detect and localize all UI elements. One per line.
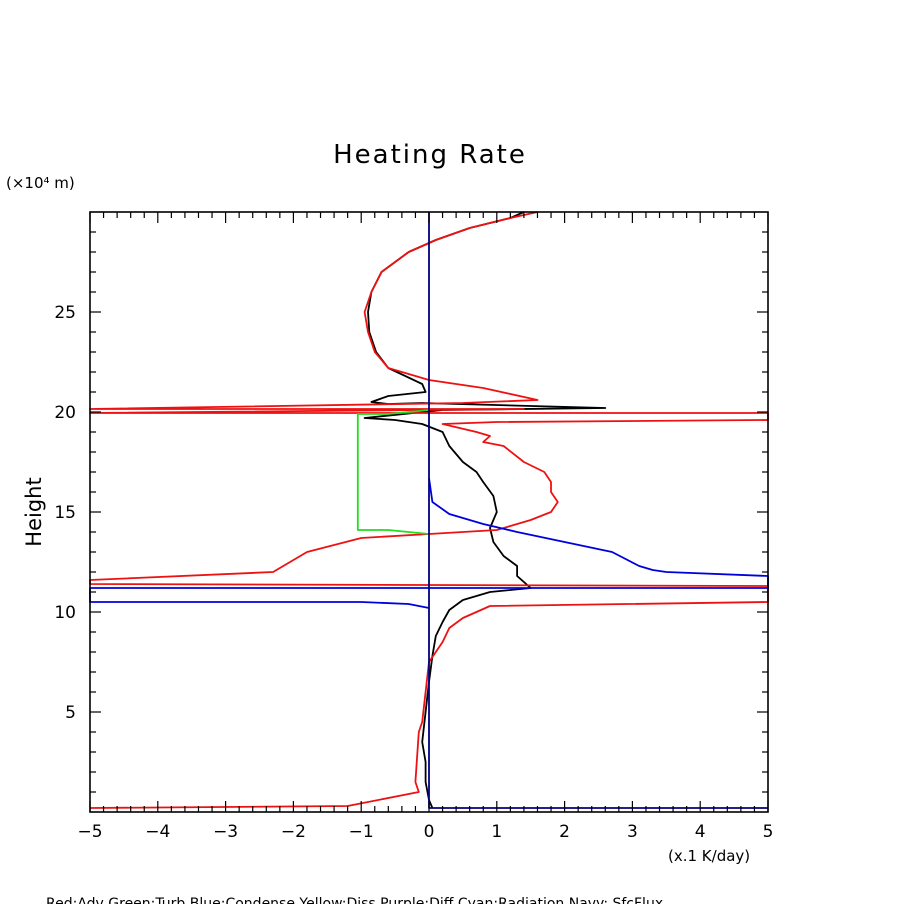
x-tick-label: −5 bbox=[77, 822, 102, 842]
x-tick-label: 1 bbox=[491, 822, 502, 842]
x-tick-label: −3 bbox=[213, 822, 238, 842]
x-tick-label: −4 bbox=[145, 822, 170, 842]
x-tick-label: 5 bbox=[763, 822, 774, 842]
x-tick-label: 3 bbox=[627, 822, 638, 842]
series-line-turb bbox=[356, 409, 430, 535]
ticks-layer: −5 −4 −3 −2 −1 0 1 2 3 4 5 5 10 15 20 25 bbox=[54, 212, 773, 842]
legend-text: Red:Adv Green:Turb Blue:Condense Yellow:… bbox=[46, 896, 663, 904]
y-tick-label: 15 bbox=[54, 503, 76, 523]
y-tick-label: 10 bbox=[54, 603, 76, 623]
x-tick-label: −1 bbox=[349, 822, 374, 842]
y-unit-label: (×10⁴ m) bbox=[6, 174, 75, 192]
series-line-total bbox=[363, 211, 607, 809]
y-tick-label: 5 bbox=[65, 703, 76, 723]
series-line-sfcflux bbox=[428, 212, 768, 809]
series-line-condense bbox=[89, 477, 769, 609]
x-tick-label: 0 bbox=[424, 822, 435, 842]
plot-frame bbox=[89, 211, 769, 813]
y-axis-label: Height bbox=[22, 477, 46, 546]
series-line-adv bbox=[89, 211, 769, 809]
x-unit-label: (x.1 K/day) bbox=[668, 847, 750, 865]
y-tick-label: 20 bbox=[54, 403, 76, 423]
x-tick-label: 4 bbox=[695, 822, 706, 842]
x-tick-label: −2 bbox=[281, 822, 306, 842]
chart-title: Heating Rate bbox=[333, 140, 527, 170]
y-tick-label: 25 bbox=[54, 303, 76, 323]
x-tick-label: 2 bbox=[559, 822, 570, 842]
series-layer bbox=[89, 211, 769, 809]
